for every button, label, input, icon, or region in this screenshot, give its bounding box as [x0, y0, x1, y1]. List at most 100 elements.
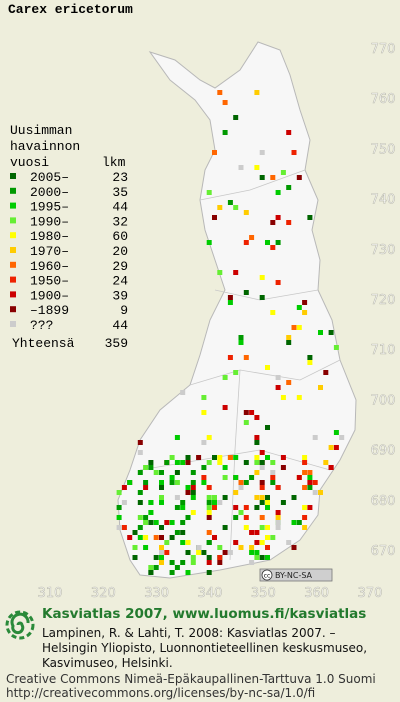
record-square: [296, 305, 302, 310]
record-square: [206, 500, 212, 505]
record-square: [328, 330, 334, 335]
record-square: [259, 175, 265, 180]
record-square: [127, 480, 133, 485]
record-square: [137, 470, 143, 475]
record-square: [296, 175, 302, 180]
x-grid-label: 340: [198, 586, 223, 601]
record-square: [270, 460, 276, 465]
legend-count: 20: [112, 244, 128, 259]
legend-count: 24: [112, 274, 128, 289]
record-square: [243, 480, 249, 485]
record-square: [259, 485, 265, 490]
record-square: [159, 550, 164, 555]
record-square: [185, 485, 191, 490]
record-square: [259, 540, 265, 545]
record-square: [159, 555, 164, 560]
y-grid-label: 670: [371, 544, 396, 559]
record-square: [254, 90, 260, 95]
record-square: [233, 115, 239, 120]
legend-total: 359: [105, 336, 128, 351]
record-square: [270, 310, 276, 315]
record-square: [217, 90, 223, 95]
record-square: [243, 410, 249, 415]
record-square: [227, 355, 233, 360]
record-square: [259, 460, 265, 465]
record-square: [265, 500, 270, 505]
record-square: [270, 175, 276, 180]
record-square: [254, 505, 260, 510]
record-square: [254, 470, 260, 475]
record-square: [286, 220, 292, 225]
record-square: [185, 455, 191, 460]
record-square: [233, 205, 239, 210]
record-square: [227, 455, 233, 460]
legend: 2005– 23 2000– 35 1995– 44 1990– 32 1980– 60 1970–…: [10, 170, 128, 333]
record-square: [227, 300, 233, 305]
legend-col-count: lkm: [102, 155, 126, 170]
record-square: [265, 425, 270, 430]
record-square: [206, 495, 212, 500]
legend-swatch: [10, 247, 16, 253]
record-square: [286, 185, 292, 190]
record-square: [132, 555, 138, 560]
record-square: [169, 560, 175, 565]
record-square: [233, 270, 239, 275]
record-square: [291, 325, 297, 330]
record-square: [159, 495, 164, 500]
record-square: [180, 540, 186, 545]
legend-count: 29: [112, 259, 128, 274]
record-square: [201, 410, 207, 415]
record-square: [206, 240, 212, 245]
record-square: [206, 460, 212, 465]
record-square: [206, 555, 212, 560]
record-square: [243, 210, 249, 215]
record-square: [196, 550, 202, 555]
legend-swatch: [10, 261, 16, 268]
x-grid-label: 360: [304, 586, 329, 601]
record-square: [185, 540, 191, 545]
record-square: [291, 150, 297, 155]
record-square: [174, 505, 180, 510]
legend-label: 2000–: [30, 185, 69, 200]
record-square: [328, 445, 334, 450]
record-square: [201, 440, 207, 445]
record-square: [159, 535, 164, 540]
record-square: [164, 520, 170, 525]
record-square: [307, 485, 313, 490]
record-square: [212, 500, 217, 505]
record-square: [328, 465, 334, 470]
record-square: [143, 485, 149, 490]
record-square: [185, 490, 191, 495]
record-square: [254, 460, 260, 465]
record-square: [227, 295, 233, 300]
svg-text:cc: cc: [264, 573, 271, 580]
record-square: [174, 530, 180, 535]
legend-label: 2005–: [30, 170, 69, 185]
record-square: [275, 375, 281, 380]
record-square: [148, 520, 154, 525]
record-square: [206, 560, 212, 565]
record-square: [275, 515, 281, 520]
record-square: [254, 440, 260, 445]
record-square: [201, 395, 207, 400]
record-square: [296, 475, 302, 480]
record-square: [185, 570, 191, 575]
record-square: [312, 435, 318, 440]
record-square: [270, 245, 276, 250]
record-square: [137, 525, 143, 530]
record-square: [249, 550, 255, 555]
record-square: [190, 485, 196, 490]
record-square: [259, 495, 265, 500]
record-square: [137, 515, 143, 520]
legend-count: 23: [112, 170, 128, 185]
record-square: [190, 490, 196, 495]
record-square: [201, 550, 207, 555]
record-square: [243, 460, 249, 465]
legend-count: 44: [112, 318, 128, 333]
record-square: [233, 455, 239, 460]
record-square: [217, 455, 223, 460]
record-square: [265, 455, 270, 460]
record-square: [259, 515, 265, 520]
record-square: [302, 460, 308, 465]
